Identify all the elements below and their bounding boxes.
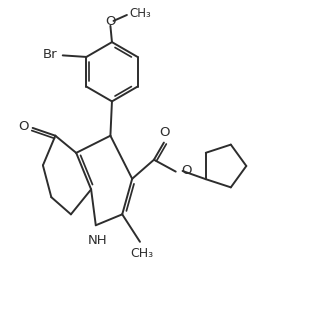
Text: O: O	[105, 15, 116, 28]
Text: CH₃: CH₃	[130, 247, 153, 261]
Text: O: O	[160, 126, 170, 139]
Text: O: O	[18, 120, 29, 133]
Text: NH: NH	[87, 234, 107, 247]
Text: Br: Br	[43, 48, 58, 61]
Text: CH₃: CH₃	[129, 7, 151, 20]
Text: O: O	[181, 164, 192, 177]
